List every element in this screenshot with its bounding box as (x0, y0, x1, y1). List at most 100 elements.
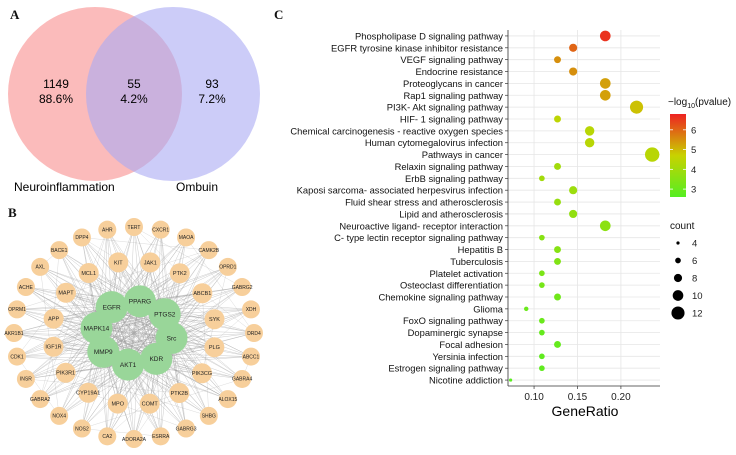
pathway-dot (569, 209, 578, 219)
network-edge (16, 356, 60, 416)
network-node-circle (31, 390, 50, 409)
size-legend-label: 4 (692, 239, 697, 250)
network-node-circle (16, 278, 35, 297)
network-node: OPRM1 (8, 300, 26, 319)
network-node-label: EGFR (103, 304, 121, 311)
network-edge (81, 237, 209, 251)
x-axis-title: GeneRatio (552, 403, 619, 419)
pathway-dot (554, 198, 561, 206)
network-node: GABRA4 (232, 369, 253, 388)
color-legend-title: −log10(pvalue) (668, 97, 731, 110)
network-node-circle (125, 218, 143, 236)
network-node-label: SYK (209, 317, 220, 323)
pathway-dot (599, 89, 611, 101)
network-edge (81, 378, 243, 429)
pathway-label: Endocrine resistance (415, 66, 503, 77)
network-node: NOX4 (50, 406, 69, 425)
pathway-label: C- type lectin receptor signaling pathwa… (334, 232, 503, 243)
pathway-dot (554, 341, 561, 348)
network-node-circle (43, 336, 64, 357)
network-edge (53, 250, 60, 319)
pathway-dot (599, 220, 611, 232)
network-node-label: AKT1 (120, 362, 137, 369)
pathway-label: FoxO signaling pathway (403, 315, 503, 326)
network-node-label: ABCB1 (193, 291, 211, 297)
network-node-label: PPARG (129, 299, 151, 306)
venn-right-label: Ombuin (176, 180, 218, 194)
network-node-circle (218, 390, 237, 409)
network-node: PLG (204, 337, 225, 358)
network-edge (127, 364, 228, 400)
pathway-dot (554, 293, 561, 301)
pathway-label: HIF- 1 signaling pathway (400, 114, 503, 125)
pathway-dot (554, 246, 561, 253)
network-node-circle (78, 382, 99, 403)
network-node-label: DPP4 (75, 235, 88, 241)
network-node-circle (72, 228, 91, 247)
network-node-label: NOS2 (75, 426, 89, 432)
venn-left-label: Neuroinflammation (14, 180, 115, 194)
network-node-label: MMP9 (94, 349, 113, 356)
network-node: PTK2 (169, 263, 190, 284)
network-edge (40, 266, 141, 302)
network-node-circle (50, 241, 69, 260)
pathway-label: Phospholipase D signaling pathway (355, 30, 503, 41)
x-tick-label: 0.20 (611, 392, 631, 403)
network-edge (88, 392, 187, 429)
venn-left-percent: 88.6% (39, 92, 73, 106)
network-node-label: KIT (114, 260, 123, 266)
network-edge (16, 292, 67, 357)
pathway-dot (584, 126, 595, 136)
panel-label-c: C (274, 7, 284, 22)
color-legend: −log10(pvalue) 3 4 5 6 (668, 97, 731, 197)
network-edge (185, 237, 255, 334)
pathway-dot (509, 378, 513, 382)
pathway-label: Neuroactive ligand- receptor interaction (339, 220, 503, 231)
network-node-label: PLG (209, 345, 220, 351)
network-node-label: ALOX15 (218, 397, 237, 403)
network-edge (25, 378, 180, 394)
network-node: GABRG2 (232, 278, 253, 297)
network-node-label: GABRG2 (232, 285, 253, 291)
network-node-circle (241, 347, 260, 366)
network-node: ABCC1 (241, 347, 260, 366)
network-node-label: ABCC1 (243, 354, 260, 360)
network-node: XDH (241, 300, 260, 319)
network-node-label: GABRA4 (232, 377, 253, 383)
network-node: DRD4 (245, 324, 263, 342)
network-node-circle (107, 393, 128, 414)
network-node-label: Src (167, 335, 178, 342)
network-node-label: AXL (35, 265, 45, 271)
venn-overlap-percent: 4.2% (120, 92, 148, 106)
network-edge (65, 372, 209, 417)
venn-left-count: 1149 (43, 77, 69, 91)
pathway-label: Nicotine addiction (429, 375, 503, 386)
pathway-dot (539, 234, 545, 241)
pathway-dot (539, 353, 545, 360)
pathway-dot (569, 43, 578, 52)
network-node: ESRRA (151, 427, 170, 446)
pathway-label: Chemokine signaling pathway (378, 292, 503, 303)
network-node: ACHE (16, 278, 35, 297)
size-legend-label: 8 (692, 274, 697, 285)
network-node-label: COMT (142, 402, 159, 408)
network-node-circle (43, 308, 64, 329)
pathway-label: Relaxin signaling pathway (395, 161, 504, 172)
network-node-label: IGF1R (45, 345, 61, 351)
pathway-dot (539, 175, 545, 182)
network-node-label: CA2 (102, 434, 112, 440)
color-legend-label: 6 (691, 125, 696, 136)
network-node: OPRD1 (218, 257, 237, 276)
network-node-circle (31, 257, 50, 276)
network-node-label: MAOA (179, 235, 194, 241)
network-node: INSR (16, 369, 35, 388)
size-legend-dot (671, 306, 685, 320)
network-node: DPP4 (72, 228, 91, 247)
pathway-label: Osteoclast differentiation (400, 280, 503, 291)
size-legend-dot (676, 241, 680, 245)
network-node-label: MAPT (58, 291, 74, 297)
network-node-label: OPRM1 (8, 307, 26, 313)
network-node: AKT1 (112, 348, 145, 381)
